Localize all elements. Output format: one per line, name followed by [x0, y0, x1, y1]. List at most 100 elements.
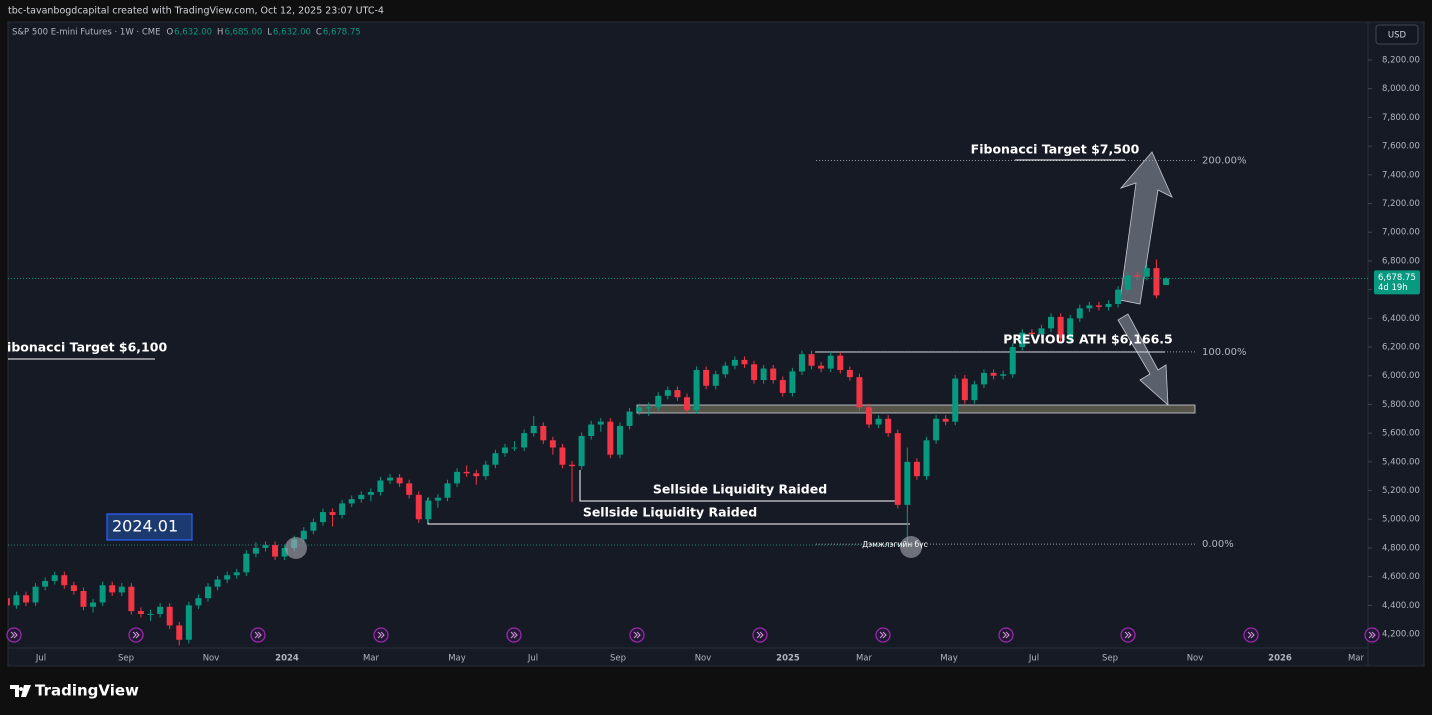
candle-body [779, 380, 786, 393]
symbol-title: S&P 500 E-mini Futures · 1W · CME [12, 28, 160, 38]
candle-body [454, 471, 461, 484]
y-tick-label: 5,000.00 [1382, 515, 1420, 525]
arrow-up [1119, 151, 1173, 305]
y-tick-label: 6,200.00 [1382, 343, 1420, 353]
event-chevron [132, 631, 140, 639]
y-tick-label: 4,600.00 [1382, 572, 1420, 582]
y-tick-label: 5,400.00 [1382, 457, 1420, 467]
candle-body [693, 369, 700, 411]
candle-body [434, 497, 441, 501]
candle-body [837, 355, 844, 370]
candle-body [137, 611, 144, 614]
x-tick-label: 2024 [275, 654, 299, 664]
event-chevron [1368, 631, 1376, 639]
candle-body [1067, 318, 1074, 339]
fib-label: 0.00% [1202, 539, 1234, 550]
candle-body [511, 447, 518, 449]
x-tick-label: 2026 [1268, 654, 1292, 664]
candle-body [195, 598, 202, 606]
event-icon[interactable] [506, 627, 522, 643]
event-icon[interactable] [250, 627, 266, 643]
candle-body [1143, 268, 1150, 277]
x-tick-label: 2025 [776, 654, 800, 664]
candle-body [818, 365, 825, 369]
candle-body [32, 586, 39, 603]
candle-body [856, 377, 863, 408]
candle-body [549, 440, 556, 448]
x-tick-label: Sep [1102, 654, 1118, 664]
candle-body [396, 477, 403, 484]
ohlc-name: L [267, 28, 272, 38]
annotation-text: Fibonacci Target $6,100 [0, 340, 167, 355]
event-icon[interactable] [629, 627, 645, 643]
candle-body [1057, 316, 1064, 339]
event-icon[interactable] [1243, 627, 1259, 643]
y-tick-label: 6,400.00 [1382, 314, 1420, 324]
y-tick-label: 4,800.00 [1382, 543, 1420, 553]
x-tick-label: May [940, 654, 958, 664]
event-icon[interactable] [6, 627, 22, 643]
event-chevron [1247, 631, 1255, 639]
candle-body [703, 369, 710, 386]
event-chevron [1002, 631, 1010, 639]
event-icon[interactable] [998, 627, 1014, 643]
candle-body [80, 590, 87, 607]
candle-body [990, 372, 997, 376]
x-tick-label: Nov [1187, 654, 1204, 664]
candle-body [923, 440, 930, 477]
marker-circle [900, 536, 922, 558]
candle-body [904, 461, 911, 505]
candle-body [1124, 275, 1131, 290]
candle-body [243, 553, 250, 573]
candle-body [827, 355, 834, 369]
candle-body [597, 421, 604, 425]
event-chevron [510, 631, 518, 639]
candle-body [166, 606, 173, 626]
candle-body [444, 483, 451, 498]
x-tick-label: Mar [1348, 654, 1365, 664]
candle-body [521, 433, 528, 448]
candle-body [387, 477, 394, 481]
candle-body [559, 447, 566, 465]
sellside-line-1 [579, 470, 898, 502]
y-tick-label: 7,400.00 [1382, 170, 1420, 180]
candle-body [751, 364, 758, 381]
candle-body [530, 425, 537, 434]
tradingview-logo[interactable]: TradingView [10, 682, 139, 700]
event-icon[interactable] [373, 627, 389, 643]
annotation-text: Fibonacci Target $7,500 [971, 142, 1140, 157]
x-tick-label: Jul [1028, 654, 1039, 664]
support-zone [636, 404, 1196, 414]
candle-body [933, 418, 940, 441]
event-icon[interactable] [128, 627, 144, 643]
candle-body [176, 625, 183, 640]
countdown-label: 4d 19h [1378, 283, 1408, 293]
currency-button[interactable] [1375, 24, 1419, 45]
fib-label: 100.00% [1202, 347, 1247, 358]
candle-body [1038, 328, 1045, 335]
y-tick-label: 8,200.00 [1382, 56, 1420, 66]
candle-body [482, 464, 489, 477]
x-tick-label: Jul [527, 654, 538, 664]
candle-body [13, 595, 20, 606]
x-tick-label: Sep [118, 654, 134, 664]
candle-body [252, 547, 259, 554]
candle-body [674, 390, 681, 398]
candle-body [1048, 316, 1055, 329]
candle-body [1153, 268, 1160, 296]
candle-body [205, 586, 211, 599]
chart-pane [7, 21, 1425, 667]
annotation-text: 2024.01 [112, 517, 178, 536]
ohlc-name: O [166, 28, 173, 38]
candle-body [358, 494, 365, 500]
x-tick-label: Nov [203, 654, 220, 664]
candle-body [626, 411, 633, 426]
ohlc-name: C [316, 28, 322, 38]
event-icon[interactable] [1120, 627, 1136, 643]
candle-body [808, 354, 815, 366]
candle-body [1086, 305, 1093, 309]
event-icon[interactable] [875, 627, 891, 643]
event-icon[interactable] [752, 627, 768, 643]
event-icon[interactable] [1364, 627, 1380, 643]
